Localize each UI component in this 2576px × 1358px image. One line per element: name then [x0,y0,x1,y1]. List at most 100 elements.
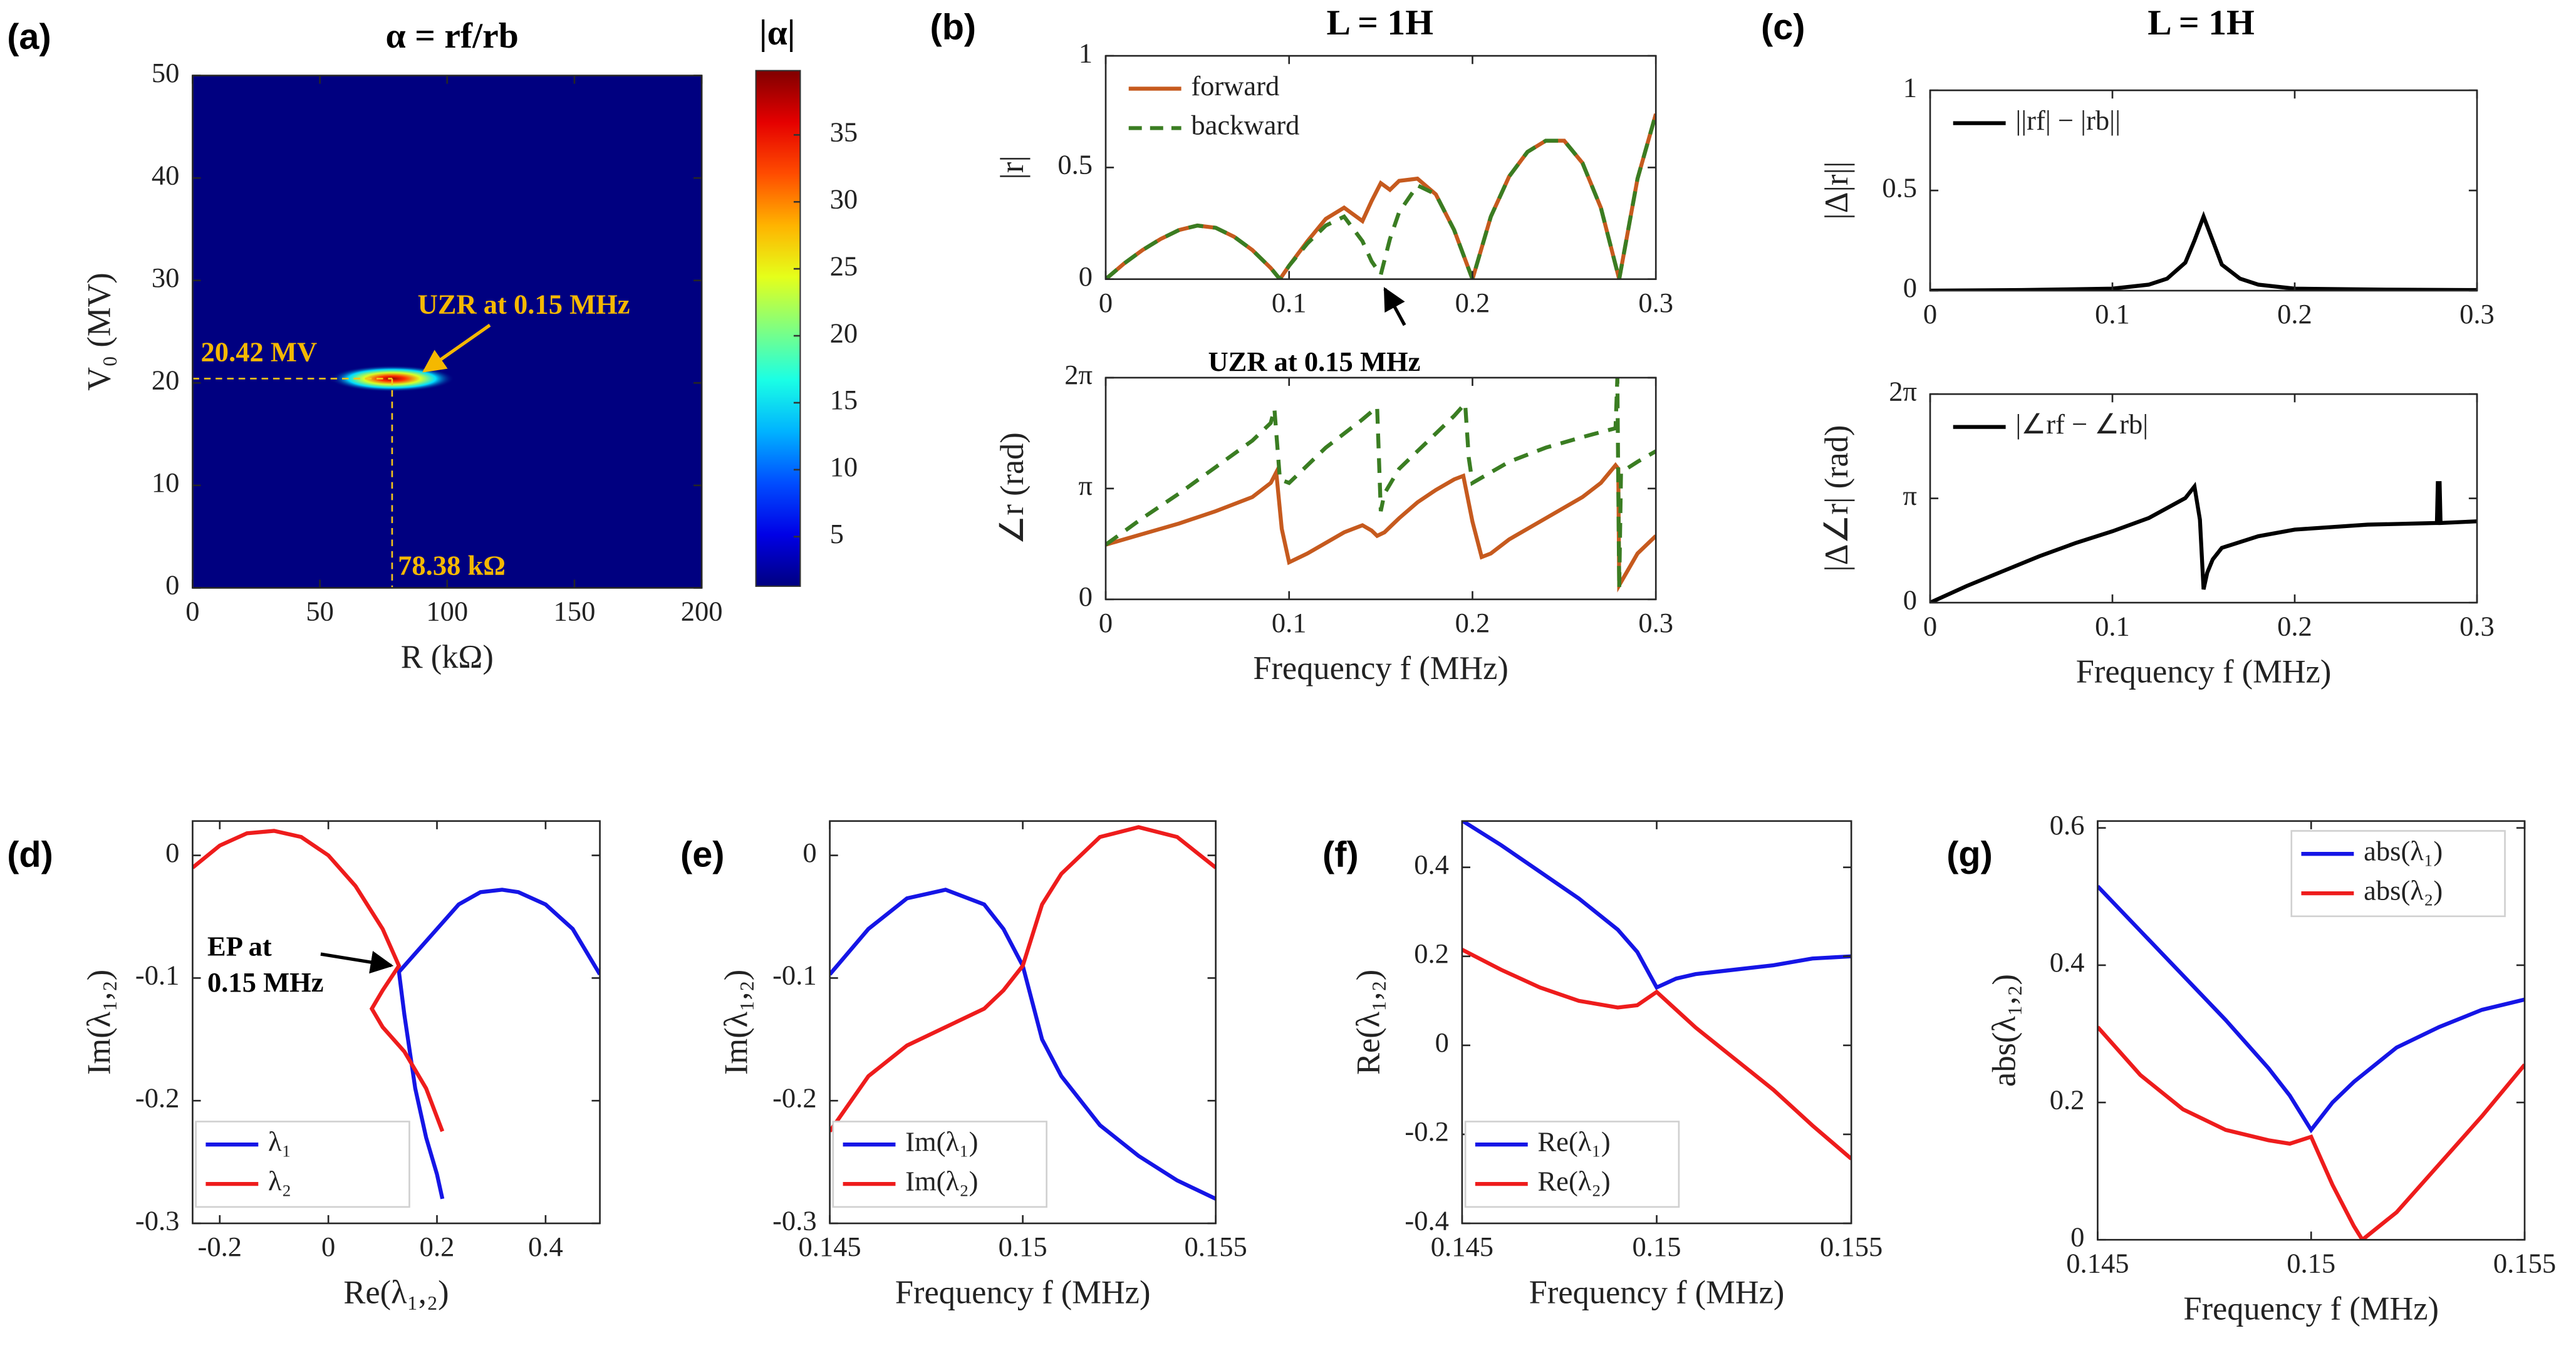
y-tick-label: 2π [1064,359,1093,390]
panel-label: (d) [7,835,53,875]
x-axis-label: Re(λ₁,₂) [343,1274,449,1310]
colorbar-tick-label: 5 [830,518,844,549]
legend-label: Im(λ₁) [905,1126,978,1157]
panel-label: (f) [1322,835,1359,875]
series-line [2097,1025,2525,1240]
annotation-arrow [1383,287,1406,326]
annotation: 20.42 MV [201,336,318,367]
x-tick-label: 0 [1099,607,1113,638]
legend-label: backward [1191,110,1299,141]
x-axis-label: R (kΩ) [401,639,494,675]
legend-label: |∠rf − ∠rb| [2015,408,2148,440]
colorbar-tick-label: 25 [830,250,858,281]
y-tick-label: 20 [152,365,180,396]
chart-title: L = 1H [1326,3,1433,43]
y-tick-label: 30 [152,262,180,293]
panel-label: (a) [7,17,51,57]
x-tick-label: 100 [426,596,468,627]
x-tick-label: 50 [306,596,334,627]
x-axis-label: Frequency f (MHz) [1253,650,1509,687]
legend-label: ||rf| − |rb|| [2015,105,2121,136]
y-tick-label: 0 [2070,1221,2084,1252]
series-line [1930,481,2477,603]
x-tick-label: 0.1 [1272,287,1307,318]
annotation: EP at [207,930,272,961]
x-tick-label: 0.15 [999,1231,1047,1262]
series-line [1106,113,1656,279]
series-line [1106,113,1656,279]
y-tick-label: 0 [802,837,816,868]
series-line [1930,210,2477,291]
y-tick-label: -0.1 [772,960,817,991]
y-tick-label: 2π [1889,375,1917,407]
panel-label: (c) [1761,7,1805,47]
annotation: 78.38 kΩ [398,549,506,581]
axes-box [1104,54,1657,280]
x-tick-label: 200 [681,596,723,627]
colorbar-tick-label: 10 [830,451,858,482]
colorbar-tick-label: 35 [830,117,858,148]
x-tick-label: 0.1 [2095,298,2130,329]
annotation: UZR at 0.15 MHz [1208,346,1420,377]
x-tick-label: 0.2 [1455,607,1490,638]
y-tick-label: -0.3 [135,1205,180,1236]
y-tick-label: 0 [1079,581,1093,612]
panel-label: (g) [1946,835,1993,875]
y-tick-label: -0.1 [135,960,180,991]
y-tick-label: 40 [152,159,180,190]
y-tick-label: 0 [1435,1027,1449,1058]
heatmap-background [192,75,702,588]
x-tick-label: 0.15 [2287,1247,2335,1278]
legend-label: Re(λ₁) [1537,1126,1610,1157]
panel-label: (e) [680,835,724,875]
x-tick-label: 0 [321,1231,335,1262]
x-tick-label: 0.3 [2459,298,2495,329]
y-tick-label: π [1079,470,1093,501]
x-tick-label: 0 [185,596,199,627]
y-tick-label: 0 [1079,261,1093,292]
x-tick-label: 0.145 [2066,1247,2129,1278]
y-tick-label: 50 [152,57,180,88]
y-axis-label: V₀ (MV) [81,272,117,391]
legend-label: abs(λ₂) [2364,874,2443,906]
legend-label: Re(λ₂) [1537,1165,1610,1196]
legend-label: λ₁ [268,1126,291,1157]
chart-title: α = rf/rb [385,16,518,56]
x-tick-label: 0.3 [1638,287,1673,318]
series-line [397,888,600,1200]
y-tick-label: -0.2 [772,1082,817,1113]
y-axis-label: Im(λ₁,₂) [718,970,754,1075]
x-tick-label: 150 [554,596,596,627]
axes-box [192,820,601,1225]
y-tick-label: 10 [152,467,180,498]
y-tick-label: 0.5 [1057,149,1093,180]
y-tick-label: 0.4 [2050,946,2085,978]
colorbar-tick-label: 15 [830,384,858,415]
series-line [1106,462,1656,593]
chart-title: L = 1H [2148,3,2255,43]
x-tick-label: 0.1 [2095,610,2130,641]
x-axis-label: Frequency f (MHz) [2183,1291,2439,1327]
y-tick-label: 0.5 [1882,172,1917,203]
x-tick-label: 0 [1099,287,1113,318]
series-line [192,829,445,1133]
x-tick-label: 0.155 [2493,1247,2556,1278]
y-axis-label: abs(λ₁,₂) [1986,974,2022,1087]
y-axis-label: |Δ|r|| [1819,162,1855,220]
series-line [829,825,1216,1133]
x-tick-label: 0.4 [528,1231,563,1262]
legend-label: λ₂ [268,1165,291,1196]
series-line [1462,821,1852,990]
colorbar-tick-label: 20 [830,317,858,348]
y-axis-label: |Δ∠r| (rad) [1819,425,1855,572]
x-tick-label: 0.145 [1431,1231,1493,1262]
y-tick-label: 0.6 [2050,809,2085,841]
x-axis-label: Frequency f (MHz) [2076,653,2332,690]
y-tick-label: 0 [165,837,179,868]
x-axis-label: Frequency f (MHz) [1529,1274,1785,1310]
series-line [1462,948,1852,1161]
annotation-arrow [422,323,491,373]
y-tick-label: 0.4 [1414,849,1449,880]
x-tick-label: 0.3 [2459,610,2495,641]
